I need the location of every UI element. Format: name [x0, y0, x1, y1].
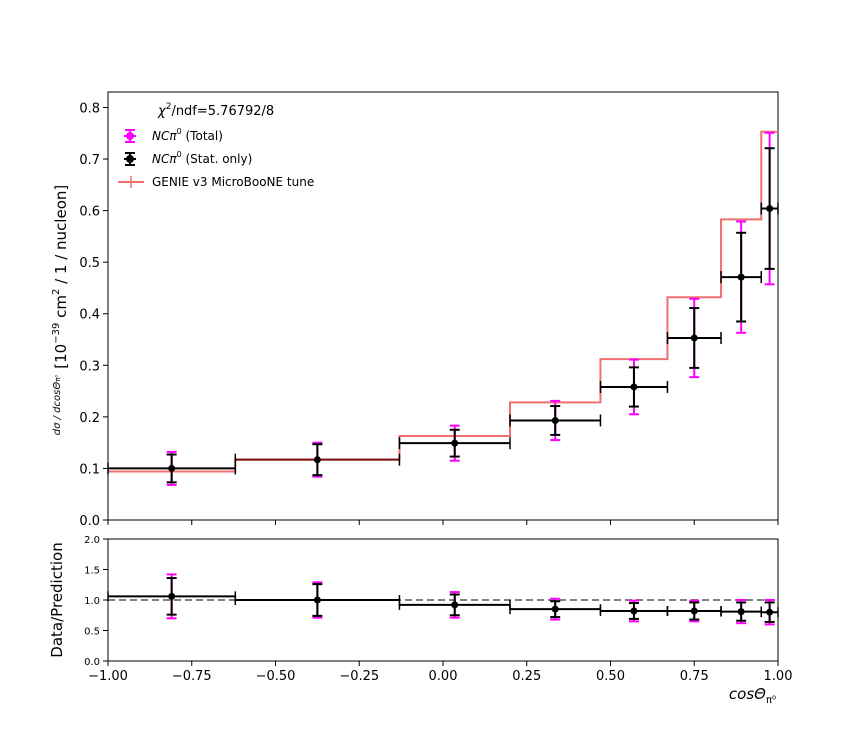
ratio-point-group — [234, 581, 401, 619]
top-y-tick-label: 0.3 — [79, 359, 100, 374]
top-y-tick-label: 0.7 — [79, 153, 100, 168]
data-point-group — [509, 399, 602, 442]
data-point-marker — [766, 205, 774, 213]
top-y-axis-label: dσ / dcosΘπ⁰[10−39 cm2 / 1 / nucleon] — [51, 185, 70, 436]
ratio-x-tick-label: −0.25 — [339, 669, 379, 684]
ratio-point-group — [107, 573, 237, 620]
legend-total-label: NCπ0 (Total) — [152, 127, 223, 143]
data-point-marker — [551, 416, 559, 424]
data-point-group — [599, 358, 669, 416]
data-point-group — [720, 220, 762, 334]
data-point-group — [107, 450, 237, 486]
ratio-y-tick-label: 0.5 — [84, 627, 100, 638]
ratio-point-marker — [630, 607, 638, 615]
ratio-point-marker — [451, 601, 459, 609]
legend: χ2/ndf=5.76792/8 NCπ0 (Total) NCπ0 (Stat… — [118, 102, 314, 189]
data-point-marker — [690, 334, 698, 342]
ratio-point-group — [666, 599, 722, 623]
ratio-y-tick-label: 1.0 — [84, 596, 100, 607]
legend-model-marker — [118, 176, 144, 188]
ratio-point-marker — [690, 607, 698, 615]
legend-stat-label: NCπ0 (Stat. only) — [152, 150, 252, 166]
top-y-tick-label: 0.6 — [79, 205, 100, 220]
main-plot-panel: 0.0 0.1 0.2 0.3 0.4 0.5 0.6 0.7 0.8 — [79, 91, 779, 529]
ratio-x-tick-label: 0.50 — [596, 669, 625, 684]
legend-stat-marker — [124, 152, 136, 166]
ratio-point-group — [760, 599, 779, 626]
ratio-y-tick-label: 2.0 — [84, 535, 100, 546]
top-y-tick-label: 0.0 — [79, 514, 100, 529]
ratio-x-tick-label: 0.00 — [429, 669, 458, 684]
data-point-marker — [313, 456, 321, 464]
ylabel-units: [10 — [52, 344, 70, 369]
ratio-x-tick-label: −1.00 — [88, 669, 128, 684]
ratio-x-tick-label: −0.50 — [256, 669, 296, 684]
ratio-x-tick-label: 0.75 — [680, 669, 709, 684]
top-y-tick-label: 0.1 — [79, 462, 100, 477]
ratio-x-tick-label: 0.25 — [512, 669, 541, 684]
data-point-group — [666, 297, 722, 379]
ratio-x-tick-label: 1.00 — [764, 669, 793, 684]
top-y-tick-label: 0.5 — [79, 256, 100, 271]
ratio-point-marker — [313, 596, 321, 604]
ratio-y-tick-label: 0.0 — [84, 657, 100, 668]
ratio-y-axis-label: Data/Prediction — [48, 542, 66, 657]
ratio-point-group — [509, 597, 602, 621]
data-point-group — [398, 424, 511, 462]
ratio-point-marker — [551, 605, 559, 613]
ylabel-fraction: dσ / dcosΘ — [52, 382, 63, 436]
ratio-y-tick-label: 1.5 — [84, 566, 100, 577]
data-point-marker — [630, 383, 638, 391]
ratio-point-marker — [168, 592, 176, 600]
data-point-group — [234, 441, 401, 478]
ratio-point-marker — [766, 608, 774, 616]
x-axis-label: cosΘπ⁰ — [729, 685, 776, 706]
top-y-tick-label: 0.8 — [79, 101, 100, 116]
legend-total-marker — [124, 129, 136, 143]
ratio-point-group — [599, 599, 669, 623]
top-y-tick-label: 0.4 — [79, 308, 100, 323]
data-point-group — [760, 131, 779, 286]
ratio-point-marker — [737, 608, 745, 616]
data-point-marker — [451, 439, 459, 447]
legend-title: χ2/ndf=5.76792/8 — [157, 102, 274, 119]
ratio-x-tick-label: −0.75 — [172, 669, 212, 684]
ratio-plot-panel: 0.0 0.5 1.0 1.5 2.0 −1.00 −0.75 −0.50 −0.25 0.00 0… — [84, 535, 792, 684]
legend-model-label: GENIE v3 MicroBooNE tune — [152, 175, 314, 189]
top-y-tick-label: 0.2 — [79, 411, 100, 426]
data-point-marker — [168, 464, 176, 472]
data-point-marker — [737, 273, 745, 281]
svg-text:dσ / dcosΘπ⁰[10−39 cm2 / 1 / n: dσ / dcosΘπ⁰[10−39 cm2 / 1 / nucleon] — [51, 185, 70, 436]
ratio-point-group — [720, 599, 762, 625]
ratio-point-group — [398, 591, 511, 619]
